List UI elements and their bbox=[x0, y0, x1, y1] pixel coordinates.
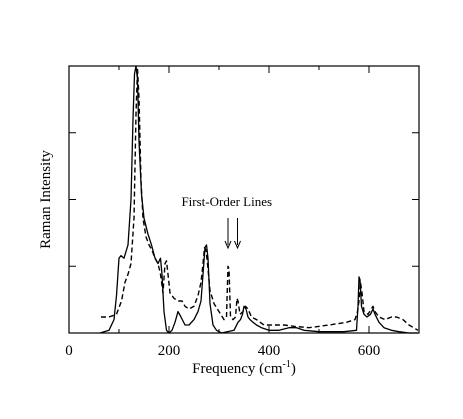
y-axis-label: Raman Intensity bbox=[38, 150, 54, 249]
annotation-text: First-Order Lines bbox=[181, 194, 272, 209]
annotation-arrow-head bbox=[224, 240, 232, 250]
plot-frame bbox=[68, 65, 420, 334]
x-tick-label: 400 bbox=[258, 343, 281, 359]
x-tick-label: 600 bbox=[358, 343, 381, 359]
series-layer bbox=[99, 65, 419, 334]
x-tick-labels: 0 200 400 600 bbox=[65, 343, 380, 359]
x-tick-label: 200 bbox=[158, 343, 181, 359]
first-order-lines-annotation: First-Order Lines bbox=[181, 194, 272, 250]
annotation-arrow-head bbox=[234, 240, 241, 250]
x-tick-label: 0 bbox=[65, 343, 73, 359]
x-axis-label: Frequency (cm-1) bbox=[192, 359, 296, 377]
dashed-spectrum-line bbox=[101, 68, 419, 331]
